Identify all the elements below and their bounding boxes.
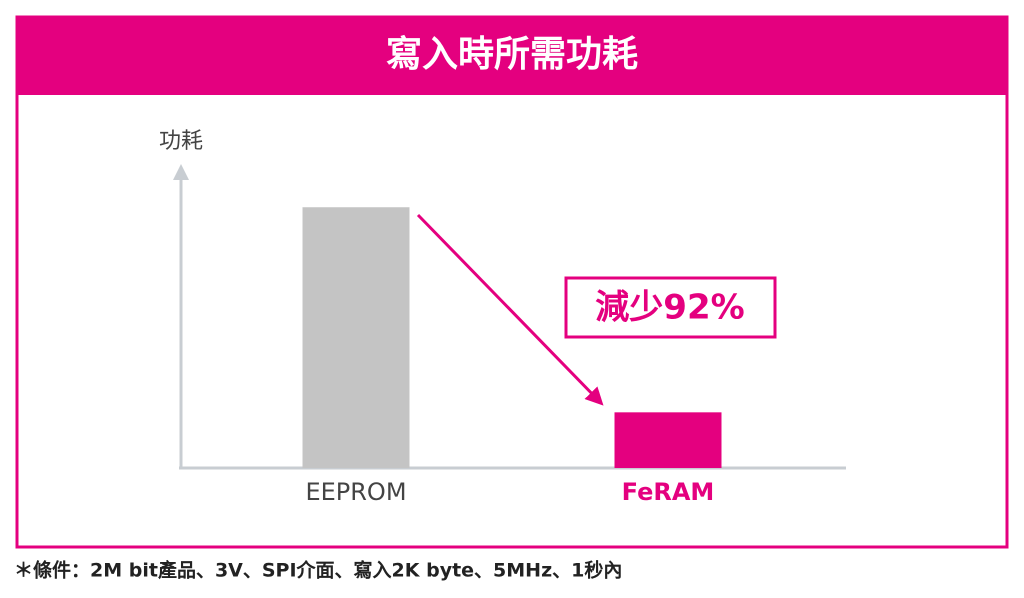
bar (614, 412, 722, 468)
annotation: 減少92% (595, 288, 744, 328)
x-tick-label: EEPROM (305, 478, 406, 506)
y-axis-label: 功耗 (159, 129, 203, 154)
chart-title: 寫入時所需功耗 (386, 34, 638, 75)
y-axis-arrow (173, 164, 189, 180)
footnote: ＊條件：2M bit產品、3V、SPI介面、寫入2K byte、5MHz、1秒內 (14, 559, 622, 582)
header-band (16, 16, 1008, 95)
bar (302, 207, 410, 469)
x-tick-label: FeRAM (622, 478, 715, 506)
reduction-arrow (416, 213, 604, 406)
annotation-box (564, 276, 777, 339)
